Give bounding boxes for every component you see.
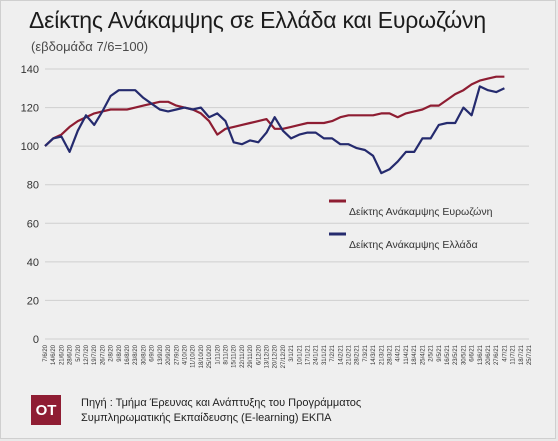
x-tick-label: 6/6/21 <box>470 344 476 361</box>
y-tick-label: 40 <box>27 257 39 269</box>
x-tick-label: 20/9/20 <box>166 344 172 365</box>
x-tick-label: 21/6/20 <box>59 344 65 365</box>
ot-logo: OT <box>31 395 61 425</box>
y-tick-label: 120 <box>21 103 39 115</box>
x-tick-label: 27/6/21 <box>494 344 500 365</box>
y-tick-label: 140 <box>21 64 39 76</box>
x-tick-label: 9/5/21 <box>437 344 443 361</box>
source-footer: OT Πηγή : Τμήμα Έρευνας και Ανάπτυξης το… <box>19 387 539 431</box>
x-tick-label: 7/6/20 <box>43 344 49 361</box>
series-line-1 <box>44 75 505 147</box>
x-tick-label: 5/7/20 <box>76 344 82 361</box>
x-tick-label: 14/2/21 <box>338 344 344 365</box>
series-line-2 <box>44 85 505 175</box>
x-tick-label: 14/6/20 <box>51 344 57 365</box>
x-tick-label: 2/8/20 <box>109 344 115 361</box>
x-tick-label: 17/1/21 <box>306 344 312 365</box>
source-note: Πηγή : Τμήμα Έρευνας και Ανάπτυξης του Π… <box>81 396 361 426</box>
x-tick-label: 16/8/20 <box>125 344 131 365</box>
y-tick-label: 20 <box>27 295 39 307</box>
x-tick-label: 9/8/20 <box>117 344 123 361</box>
x-tick-label: 28/3/21 <box>388 344 394 365</box>
x-tick-label: 3/1/21 <box>289 344 295 361</box>
x-tick-label: 11/7/21 <box>511 344 517 364</box>
x-tick-label: 20/12/20 <box>273 344 279 368</box>
x-tick-label: 25/4/21 <box>420 344 426 365</box>
x-tick-label: 4/7/21 <box>502 344 508 361</box>
x-tick-label: 25/7/21 <box>527 344 533 365</box>
x-tick-label: 27/9/20 <box>174 344 180 365</box>
x-tick-label: 8/11/20 <box>223 344 229 364</box>
x-tick-label: 29/11/20 <box>248 344 254 368</box>
x-tick-label: 1/11/20 <box>215 344 221 364</box>
x-tick-label: 16/5/21 <box>445 344 451 365</box>
x-tick-label: 14/3/21 <box>371 344 377 365</box>
x-tick-label: 11/4/21 <box>404 344 410 364</box>
x-tick-label: 11/10/20 <box>191 344 197 368</box>
y-tick-label: 60 <box>27 218 39 230</box>
x-tick-label: 19/7/20 <box>92 344 98 365</box>
x-tick-label: 4/10/20 <box>182 344 188 365</box>
x-tick-label: 25/10/20 <box>207 344 213 368</box>
x-tick-label: 13/6/21 <box>478 344 484 365</box>
legend-label-2: Δείκτης Ανάκαμψης Ελλάδα <box>349 239 478 251</box>
chart-title: Δείκτης Ανάκαμψης σε Ελλάδα και Ευρωζώνη <box>29 7 486 33</box>
x-tick-label: 13/12/20 <box>264 344 270 368</box>
x-tick-label: 18/10/20 <box>199 344 205 368</box>
x-tick-label: 24/1/21 <box>314 344 320 365</box>
y-tick-label: 100 <box>21 141 39 153</box>
x-tick-label: 7/2/21 <box>330 344 336 361</box>
y-tick-label: 80 <box>27 180 39 192</box>
x-tick-label: 4/4/21 <box>396 344 402 361</box>
x-tick-label: 28/6/20 <box>68 344 74 365</box>
x-tick-label: 15/11/20 <box>232 344 238 368</box>
x-tick-label: 6/12/20 <box>256 344 262 365</box>
x-tick-label: 18/4/21 <box>412 344 418 365</box>
x-tick-label: 30/8/20 <box>141 344 147 365</box>
x-tick-label: 12/7/20 <box>84 344 90 365</box>
x-tick-label: 2/5/21 <box>429 344 435 361</box>
x-tick-label: 22/11/20 <box>240 344 246 368</box>
source-line-1: Πηγή : Τμήμα Έρευνας και Ανάπτυξης του Π… <box>81 397 362 409</box>
x-tick-label: 18/7/21 <box>519 344 525 365</box>
x-tick-label: 27/12/20 <box>281 344 287 368</box>
x-tick-label: 13/9/20 <box>158 344 164 365</box>
x-tick-label: 20/6/21 <box>486 344 492 365</box>
chart-subtitle: (εβδομάδα 7/6=100) <box>31 39 149 54</box>
x-tick-label: 21/3/21 <box>379 344 385 365</box>
x-tick-label: 23/5/21 <box>453 344 459 365</box>
x-tick-label: 30/5/21 <box>461 344 467 365</box>
x-tick-label: 23/8/20 <box>133 344 139 365</box>
y-tick-label: 0 <box>33 334 39 346</box>
x-tick-label: 26/7/20 <box>100 344 106 365</box>
source-line-2: Συμπληρωματικής Εκπαίδευσης (E-learning)… <box>81 412 332 424</box>
x-tick-label: 28/2/21 <box>355 344 361 365</box>
legend-label-1: Δείκτης Ανάκαμψης Ευρωζώνη <box>349 206 493 218</box>
x-tick-label: 10/1/21 <box>297 344 303 365</box>
x-tick-label: 21/2/21 <box>347 344 353 365</box>
x-tick-label: 31/1/21 <box>322 344 328 365</box>
x-tick-label: 7/3/21 <box>363 344 369 361</box>
x-tick-label: 6/9/20 <box>150 344 156 361</box>
